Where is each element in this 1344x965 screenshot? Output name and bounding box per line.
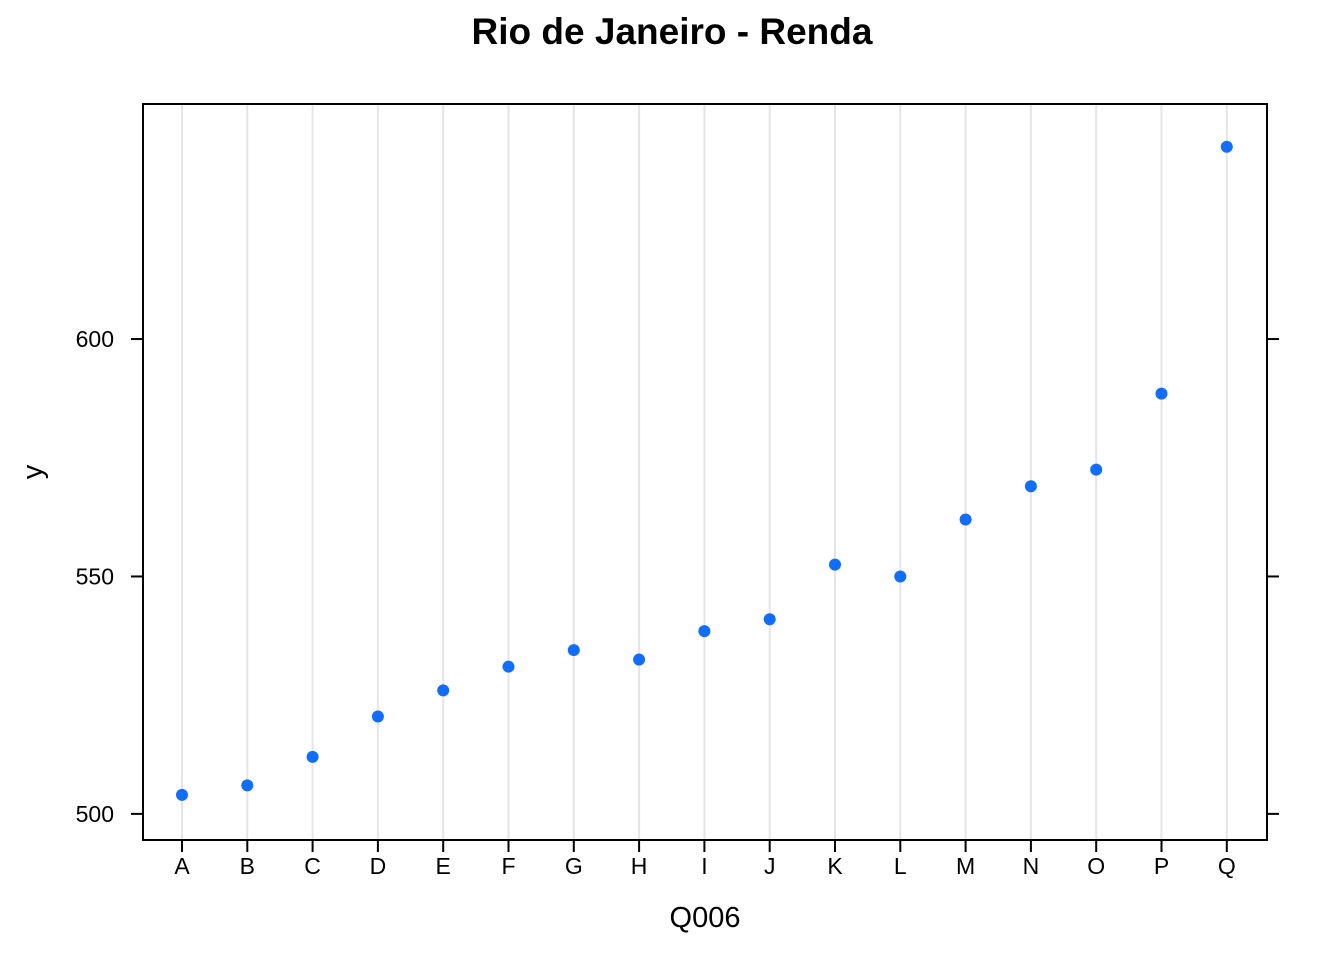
x-tick-label-p: P (1154, 853, 1169, 879)
data-point-i (698, 625, 711, 638)
x-tick-label-d: D (370, 853, 387, 879)
chart-title: Rio de Janeiro - Renda (472, 11, 873, 52)
x-tick-label-j: J (764, 853, 776, 879)
x-tick-label-n: N (1023, 853, 1040, 879)
x-tick-label-o: O (1087, 853, 1105, 879)
data-point-a (176, 788, 188, 801)
x-tick-label-c: C (304, 853, 321, 879)
data-point-m (959, 513, 972, 526)
x-tick-label-k: K (827, 853, 843, 879)
x-axis: A B C D E F G H I J K L M N O P Q (174, 840, 1236, 879)
data-point-j (763, 613, 776, 626)
x-tick-label-b: B (240, 853, 255, 879)
data-point-q (1220, 140, 1233, 153)
data-point-f (502, 660, 515, 673)
y-axis: 500 550 600 (76, 326, 1279, 827)
data-point-h (633, 653, 646, 666)
x-tick-label-m: M (956, 853, 975, 879)
data-point-k (829, 558, 841, 571)
data-point-e (437, 684, 450, 697)
y-tick-label-500: 500 (76, 801, 114, 827)
data-point-p (1155, 387, 1168, 400)
x-tick-label-h: H (631, 853, 648, 879)
data-point-g (567, 644, 580, 657)
data-point-d (371, 710, 384, 723)
grid-lines (181, 104, 1228, 840)
y-tick-label-600: 600 (76, 326, 114, 352)
data-point-c (306, 750, 319, 763)
x-tick-label-f: F (501, 853, 515, 879)
x-axis-title: Q006 (670, 902, 741, 934)
x-tick-label-i: I (701, 853, 707, 879)
y-axis-title: y (17, 464, 49, 479)
data-points (176, 140, 1233, 801)
x-tick-label-a: A (174, 853, 190, 879)
y-tick-label-550: 550 (76, 563, 114, 589)
x-tick-label-l: L (894, 853, 907, 879)
data-point-n (1024, 480, 1037, 493)
x-tick-label-e: E (436, 853, 451, 879)
data-point-l (894, 570, 907, 583)
x-tick-label-g: G (565, 853, 583, 879)
data-point-b (241, 779, 254, 792)
x-tick-label-q: Q (1218, 853, 1236, 879)
data-point-o (1090, 463, 1103, 476)
